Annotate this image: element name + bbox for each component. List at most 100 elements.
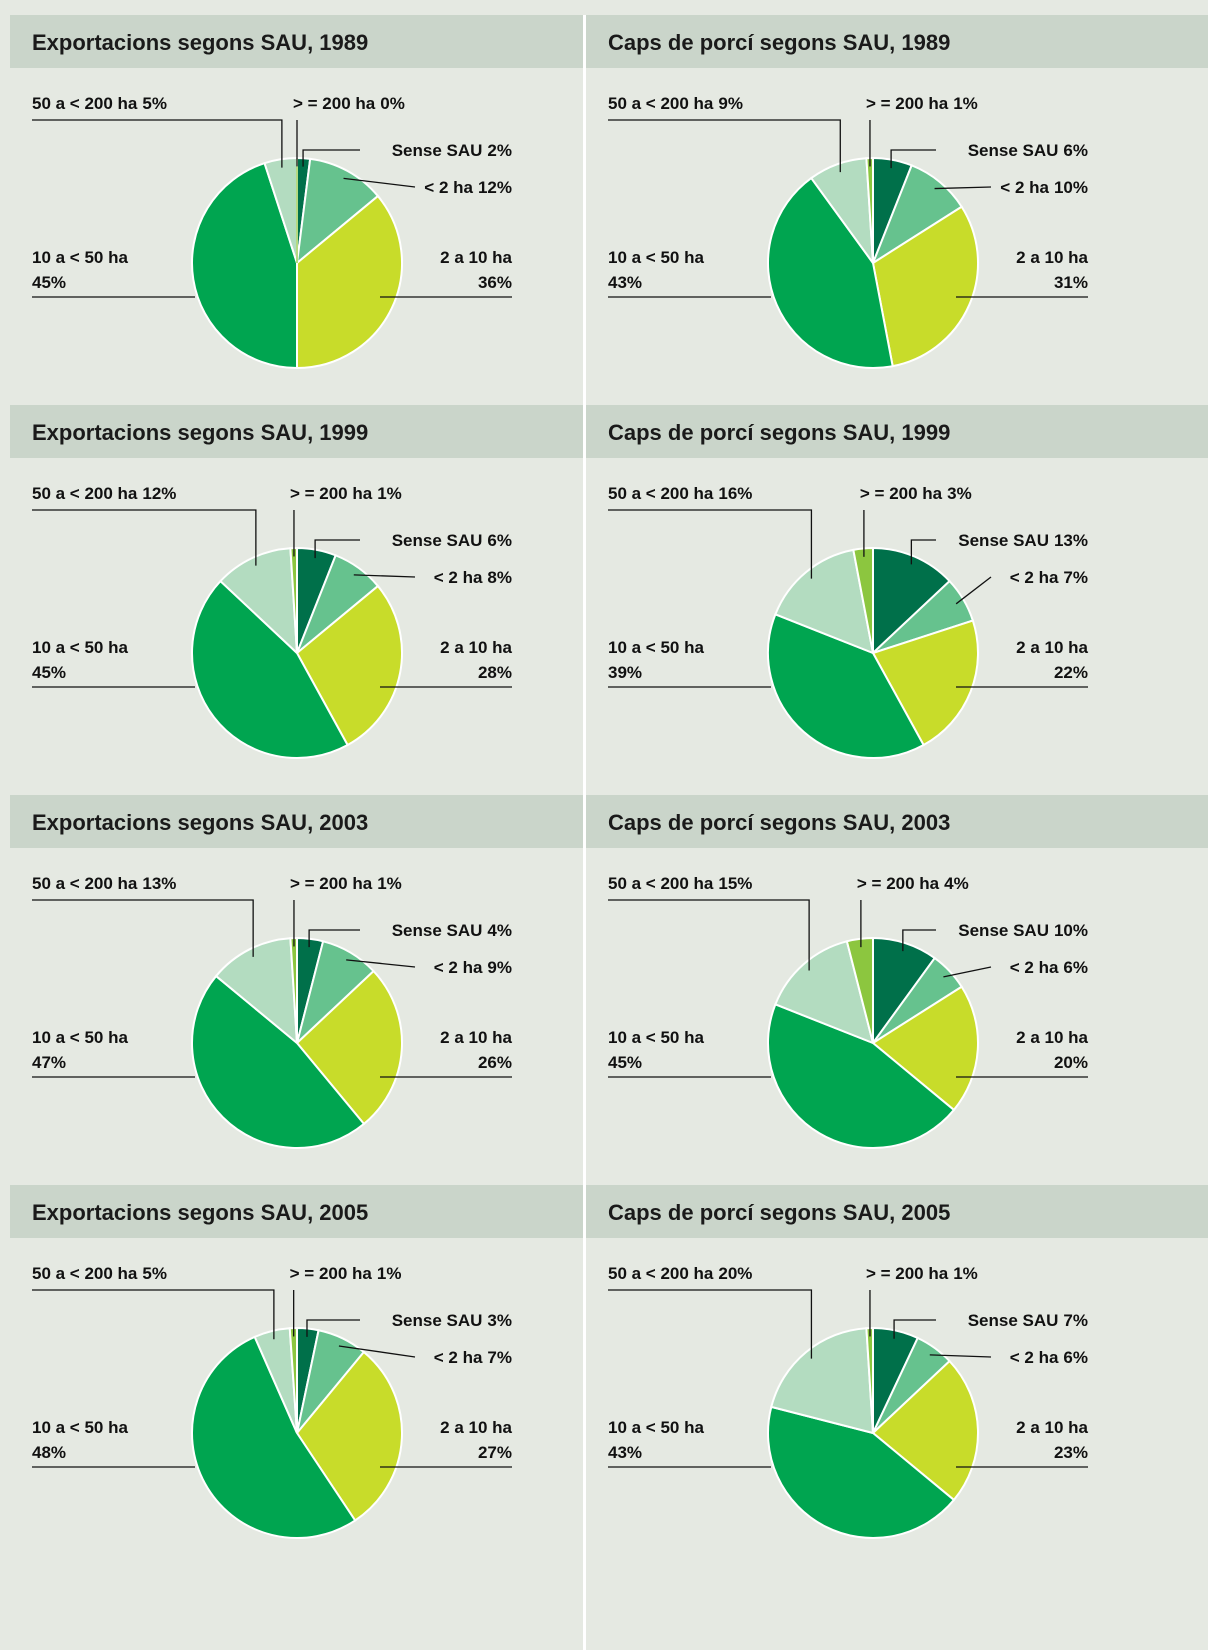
slice-label: 50 a < 200 ha 20% — [608, 1264, 752, 1283]
slice-label: Sense SAU 13% — [958, 531, 1088, 550]
slice-label: 28% — [478, 663, 512, 682]
pie-slice — [191, 1335, 357, 1539]
slice-label-part: 3% — [947, 484, 972, 503]
pie-slice — [770, 1327, 875, 1435]
slice-label: 10 a < 50 ha — [608, 1028, 704, 1047]
slice-label: Sense SAU 6% — [392, 531, 512, 550]
leader-line — [308, 929, 360, 948]
pie-slice — [767, 176, 894, 369]
pie-slice — [296, 194, 403, 370]
leader-line — [955, 576, 992, 605]
slice-label: 10 a < 50 ha — [608, 1418, 704, 1437]
leader-line — [338, 1345, 416, 1358]
slice-label: < 2 ha 9% — [434, 958, 512, 977]
slice-label-part: > = 200 ha — [860, 484, 943, 503]
slice-label-part: 13% — [1054, 531, 1088, 550]
leader-line — [32, 1289, 275, 1340]
slice-label-part: Sense SAU — [968, 1311, 1059, 1330]
slice-label-part: < 2 ha — [424, 178, 473, 197]
slice-label: 48% — [32, 1443, 66, 1462]
leader-line — [608, 899, 810, 971]
slice-label: Sense SAU 3% — [392, 1311, 512, 1330]
slice-label-part: Sense SAU — [392, 921, 483, 940]
slice-label: < 2 ha 8% — [434, 568, 512, 587]
slice-label: Sense SAU 6% — [968, 141, 1088, 160]
slice-label-part: < 2 ha — [434, 958, 483, 977]
chart-title: Caps de porcí segons SAU, 1999 — [608, 420, 950, 445]
title-bar — [586, 405, 1208, 458]
slice-label: < 2 ha 10% — [1000, 178, 1088, 197]
slice-label-part: 8% — [487, 568, 512, 587]
slice-label: > = 200 ha 0% — [293, 94, 405, 113]
slice-label-part: > = 200 ha — [866, 94, 949, 113]
slice-label-part: 50 a < 200 ha — [32, 874, 138, 893]
pie-slice — [295, 1350, 403, 1522]
title-bar — [586, 795, 1208, 848]
slice-label: 2 a 10 ha — [440, 1418, 512, 1437]
slice-label: < 2 ha 6% — [1010, 958, 1088, 977]
slice-label-part: 50 a < 200 ha — [608, 94, 714, 113]
leader-line — [608, 509, 813, 579]
slice-label-part: 12% — [478, 178, 512, 197]
slice-label-part: 50 a < 200 ha — [32, 1264, 138, 1283]
leader-line — [346, 959, 416, 968]
slice-label-part: > = 200 ha — [866, 1264, 949, 1283]
slice-label-part: > = 200 ha — [857, 874, 940, 893]
slice-label: 10 a < 50 ha — [32, 638, 128, 657]
leader-line — [893, 1319, 936, 1339]
slice-label-part: Sense SAU — [968, 141, 1059, 160]
pie-slice — [774, 940, 875, 1045]
slice-label-part: Sense SAU — [392, 1311, 483, 1330]
pie-slice — [219, 547, 299, 656]
slice-label-part: 1% — [953, 1264, 978, 1283]
slice-label: 10 a < 50 ha — [608, 248, 704, 267]
slice-label: 22% — [1054, 663, 1088, 682]
chart-title: Exportacions segons SAU, 2005 — [32, 1200, 368, 1225]
slice-label-part: 15% — [718, 874, 752, 893]
pie-slice — [871, 205, 979, 368]
slice-label: 10 a < 50 ha — [608, 638, 704, 657]
slice-label: 2 a 10 ha — [1016, 1418, 1088, 1437]
slice-label-part: 2% — [487, 141, 512, 160]
slice-label: 45% — [32, 663, 66, 682]
leader-line — [608, 1289, 813, 1359]
slice-label: > = 200 ha 1% — [290, 1264, 402, 1283]
slice-label: Sense SAU 7% — [968, 1311, 1088, 1330]
slice-label: 50 a < 200 ha 9% — [608, 94, 743, 113]
slice-label-part: Sense SAU — [958, 531, 1049, 550]
slice-label-part: 10% — [1054, 178, 1088, 197]
leader-line — [32, 119, 283, 168]
slice-label: 10 a < 50 ha — [32, 1028, 128, 1047]
leader-line — [910, 539, 936, 565]
slice-label-part: > = 200 ha — [290, 484, 373, 503]
chart-title: Exportacions segons SAU, 1989 — [32, 30, 368, 55]
title-bar — [10, 15, 583, 68]
slice-label: > = 200 ha 1% — [290, 874, 402, 893]
slice-label: > = 200 ha 1% — [290, 484, 402, 503]
slice-label: 10 a < 50 ha — [32, 1418, 128, 1437]
slice-label-part: 50 a < 200 ha — [608, 874, 714, 893]
slice-label-part: 6% — [1063, 1348, 1088, 1367]
slice-label: 45% — [608, 1053, 642, 1072]
slice-label: Sense SAU 2% — [392, 141, 512, 160]
slice-label-part: 6% — [1063, 141, 1088, 160]
slice-label-part: > = 200 ha — [290, 1264, 373, 1283]
slice-label-part: 9% — [487, 958, 512, 977]
slice-label-part: 50 a < 200 ha — [32, 484, 138, 503]
slice-label: 27% — [478, 1443, 512, 1462]
slice-label: < 2 ha 12% — [424, 178, 512, 197]
slice-label: > = 200 ha 3% — [860, 484, 972, 503]
slice-label: < 2 ha 7% — [434, 1348, 512, 1367]
slice-label-part: 4% — [487, 921, 512, 940]
slice-label-part: < 2 ha — [1010, 1348, 1059, 1367]
leader-line — [890, 149, 936, 169]
slice-label-part: 1% — [953, 94, 978, 113]
leader-line — [608, 119, 841, 173]
chart-title: Caps de porcí segons SAU, 1989 — [608, 30, 950, 55]
slice-label: 2 a 10 ha — [1016, 1028, 1088, 1047]
slice-label: 43% — [608, 273, 642, 292]
slice-label: < 2 ha 6% — [1010, 1348, 1088, 1367]
slice-label-part: 13% — [142, 874, 176, 893]
chart-title: Caps de porcí segons SAU, 2003 — [608, 810, 950, 835]
pie-slice — [767, 613, 925, 759]
